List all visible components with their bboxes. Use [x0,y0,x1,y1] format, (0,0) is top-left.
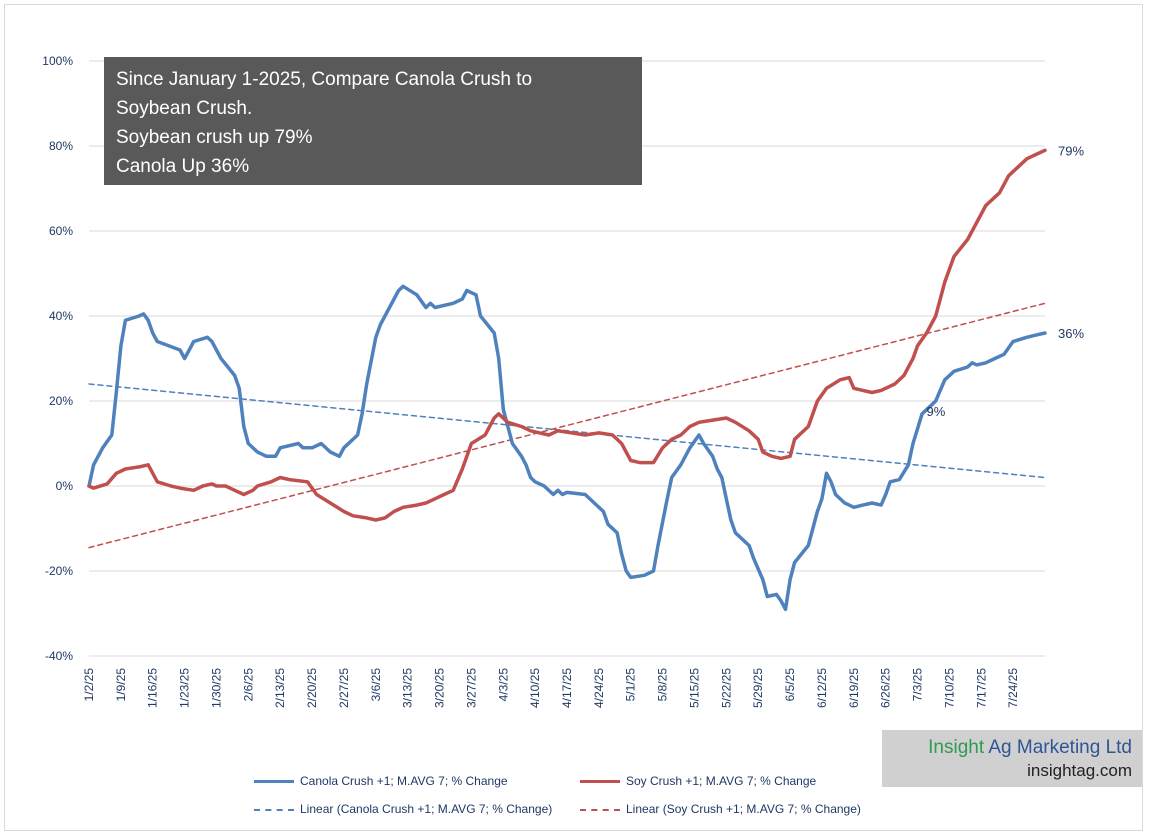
y-tick-label: 0% [56,479,74,493]
x-tick-label: 3/20/25 [433,668,447,708]
trendlines [88,302,1046,549]
y-tick-label: -20% [45,564,73,578]
x-tick-label: 4/17/25 [560,668,574,708]
logo-name: Insight Ag Marketing Ltd [882,736,1132,760]
annotation-line: Soybean crush up 79% [116,127,313,148]
legend-label: Linear (Soy Crush +1; M.AVG 7; % Change) [626,802,861,816]
annotation-line: Since January 1-2025, Compare Canola Cru… [116,69,533,90]
legend-item-soy-linear: Linear (Soy Crush +1; M.AVG 7; % Change) [580,802,861,816]
y-tick-label: -40% [45,649,73,663]
x-tick-label: 5/22/25 [719,668,733,708]
legend-label: Canola Crush +1; M.AVG 7; % Change [300,774,508,788]
y-tick-label: 60% [49,224,73,238]
x-tick-label: 2/6/25 [241,668,255,702]
x-tick-label: 4/10/25 [528,668,542,708]
x-axis-labels: 1/2/25 1/9/25 1/16/25 1/23/25 1/30/25 2/6/25 2… [82,668,1020,708]
series-lines [87,148,1047,612]
chart-frame [4,4,1143,831]
x-tick-label: 1/30/25 [209,668,223,708]
logo-insight-word: Insight [928,737,985,758]
x-tick-label: 1/9/25 [114,668,128,702]
trendline-3 [88,302,1046,549]
y-tick-label: 40% [49,309,73,323]
x-tick-label: 3/13/25 [401,668,415,708]
x-tick-label: 6/26/25 [879,668,893,708]
x-tick-label: 5/29/25 [751,668,765,708]
x-tick-label: 1/16/25 [146,668,160,708]
y-tick-label: 100% [42,54,73,68]
legend-swatch [580,808,620,811]
x-tick-label: 5/8/25 [656,668,670,702]
legend-item-canola: Canola Crush +1; M.AVG 7; % Change [254,774,508,788]
x-tick-label: 6/5/25 [783,668,797,702]
logo-website: insightag.com [1027,761,1132,780]
x-tick-label: 3/27/25 [464,668,478,708]
legend-swatch [580,780,620,784]
x-tick-label: 5/1/25 [624,668,638,702]
legend-item-canola-linear: Linear (Canola Crush +1; M.AVG 7; % Chan… [254,802,552,816]
series-line-1 [87,148,1047,522]
x-tick-label: 4/3/25 [496,668,510,702]
data-label: 79% [1058,143,1084,158]
x-tick-label: 7/17/25 [974,668,988,708]
x-tick-label: 7/3/25 [911,668,925,702]
x-tick-label: 3/6/25 [369,668,383,702]
data-labels: 79% 36% 9% [927,143,1085,419]
data-label: 36% [1058,326,1084,341]
gridlines [89,60,1045,657]
y-tick-label: 20% [49,394,73,408]
brand-logo: Insight Ag Marketing Ltd insightag.com [882,730,1142,787]
legend-swatch [254,780,294,784]
data-label: 9% [927,404,946,419]
legend-label: Linear (Canola Crush +1; M.AVG 7; % Chan… [300,802,553,816]
x-tick-label: 2/27/25 [337,668,351,708]
annotation-line: Soybean Crush. [116,98,253,119]
x-tick-label: 1/23/25 [178,668,192,708]
annotation-box: Since January 1-2025, Compare Canola Cru… [104,57,642,185]
series-line-0 [87,284,1047,612]
legend-label: Soy Crush +1; M.AVG 7; % Change [626,774,817,788]
logo-company-name: Ag Marketing Ltd [984,737,1132,758]
x-tick-label: 7/10/25 [942,668,956,708]
x-tick-label: 4/24/25 [592,668,606,708]
legend-swatch [254,808,294,811]
y-axis-labels: 100% 80% 60% 40% 20% 0% -20% -40% [42,54,73,663]
y-tick-label: 80% [49,139,73,153]
x-tick-label: 2/20/25 [305,668,319,708]
x-tick-label: 5/15/25 [687,668,701,708]
annotation-line: Canola Up 36% [116,156,250,177]
x-tick-label: 1/2/25 [82,668,96,702]
legend-item-soy: Soy Crush +1; M.AVG 7; % Change [580,774,816,788]
x-tick-label: 6/12/25 [815,668,829,708]
x-tick-label: 7/24/25 [1006,668,1020,708]
x-tick-label: 6/19/25 [847,668,861,708]
x-tick-label: 2/13/25 [273,668,287,708]
